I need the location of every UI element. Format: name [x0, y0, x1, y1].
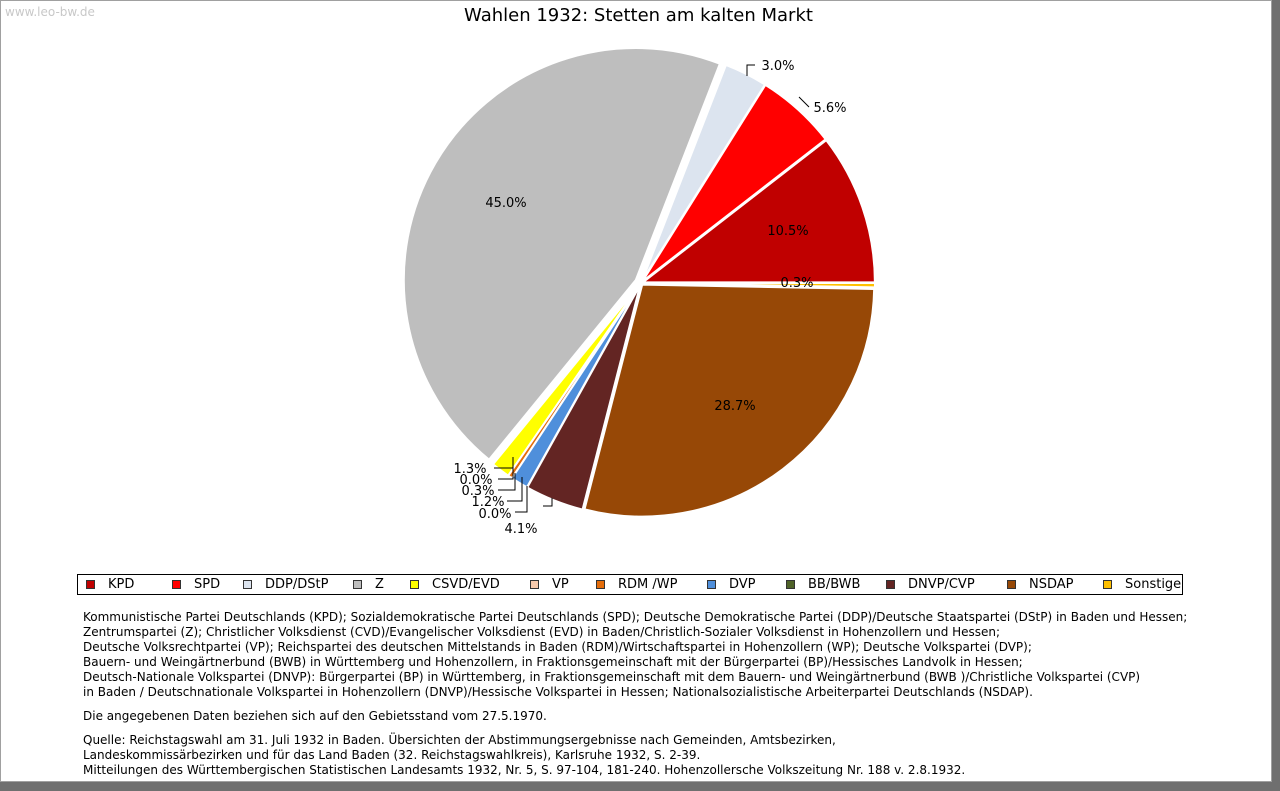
- legend-swatch: [886, 580, 895, 589]
- legend-swatch: [1103, 580, 1112, 589]
- legend-label: KPD: [108, 577, 135, 592]
- legend-label: VP: [552, 577, 569, 592]
- definition-line: Deutsche Volksrechtpartei (VP); Reichspa…: [83, 640, 1032, 654]
- source-note: Quelle: Reichstagswahl am 31. Juli 1932 …: [83, 733, 1233, 778]
- definition-line: Kommunistische Partei Deutschlands (KPD)…: [83, 610, 1188, 624]
- legend-label: SPD: [194, 577, 221, 592]
- leader-line-bb-bwb: [515, 486, 528, 513]
- pie-slice-z: [402, 46, 722, 462]
- legend-swatch: [596, 580, 605, 589]
- legend-swatch: [1007, 580, 1016, 589]
- slice-label-csvd-evd: 1.3%: [453, 462, 486, 477]
- source-line: Landeskommissärbezirken und für das Land…: [83, 748, 701, 762]
- leader-line-dvp: [507, 477, 523, 502]
- chart-title: Wahlen 1932: Stetten am kalten Markt: [464, 5, 813, 26]
- source-line: Mitteilungen des Württembergischen Stati…: [83, 763, 966, 777]
- legend-swatch: [786, 580, 795, 589]
- legend-label: BB/BWB: [808, 577, 861, 592]
- legend-swatch: [410, 580, 419, 589]
- status-note: Die angegebenen Daten beziehen sich auf …: [83, 709, 547, 723]
- watermark: www.leo-bw.de: [5, 5, 95, 19]
- slice-label-rdm-wp: 0.3%: [461, 484, 494, 499]
- legend-label: DVP: [729, 577, 756, 592]
- slice-label-sonstige: 0.3%: [780, 276, 813, 291]
- legend-label: DNVP/CVP: [908, 577, 975, 592]
- slice-label-spd: 5.6%: [813, 101, 846, 116]
- legend-swatch: [172, 580, 181, 589]
- slice-label-dvp: 1.2%: [471, 495, 504, 510]
- pie-slice-sonstige: [642, 282, 876, 289]
- legend-label: Z: [375, 577, 384, 592]
- legend-swatch: [530, 580, 539, 589]
- notes-definitions: Kommunistische Partei Deutschlands (KPD)…: [83, 610, 1233, 700]
- slice-label-kpd: 10.5%: [767, 224, 808, 239]
- legend-label: NSDAP: [1029, 577, 1074, 592]
- leader-line-vp: [498, 466, 514, 480]
- source-line: Quelle: Reichstagswahl am 31. Juli 1932 …: [83, 733, 836, 747]
- legend-label: DDP/DStP: [265, 577, 329, 592]
- leader-line-rdm-wp: [498, 473, 516, 491]
- slice-label-ddp-dstp: 3.0%: [761, 59, 794, 74]
- leader-line-ddp-dstp: [746, 64, 755, 76]
- pie-slice-ddp-dstp: [640, 63, 767, 282]
- legend-swatch: [86, 580, 95, 589]
- pie-slice-kpd: [639, 138, 876, 284]
- legend-label: RDM /WP: [618, 577, 678, 592]
- legend: KPD SPD DDP/DStP Z CSVD/EVD VP RDM /WP DVP BB/BW…: [77, 574, 1183, 595]
- leader-line-dnvp-cvp: [543, 498, 553, 507]
- slice-label-vp: 0.0%: [459, 473, 492, 488]
- legend-swatch: [243, 580, 252, 589]
- definition-line: in Baden / Deutschnationale Volkspartei …: [83, 685, 1033, 699]
- definition-line: Deutsch-Nationale Volkspartei (DNVP): Bü…: [83, 670, 1141, 684]
- legend-label: CSVD/EVD: [432, 577, 500, 592]
- slice-label-bb-bwb: 0.0%: [478, 507, 511, 522]
- notes: Kommunistische Partei Deutschlands (KPD)…: [83, 610, 1233, 778]
- definition-line: Zentrumspartei (Z); Christlicher Volksdi…: [83, 625, 1001, 639]
- slice-label-nsdap: 28.7%: [714, 399, 755, 414]
- legend-label: Sonstige: [1125, 577, 1182, 592]
- pie-chart: 10.5%5.6%3.0%45.0%1.3%0.0%0.3%1.2%0.0%4.…: [402, 46, 876, 537]
- legend-swatch: [353, 580, 362, 589]
- pie-slice-nsdap: [583, 283, 876, 518]
- definition-line: Bauern- und Weingärtnerbund (BWB) in Wür…: [83, 655, 1023, 669]
- legend-swatch: [707, 580, 716, 589]
- slice-label-dnvp-cvp: 4.1%: [504, 522, 537, 537]
- slice-label-z: 45.0%: [485, 196, 526, 211]
- leader-line-spd: [798, 96, 810, 108]
